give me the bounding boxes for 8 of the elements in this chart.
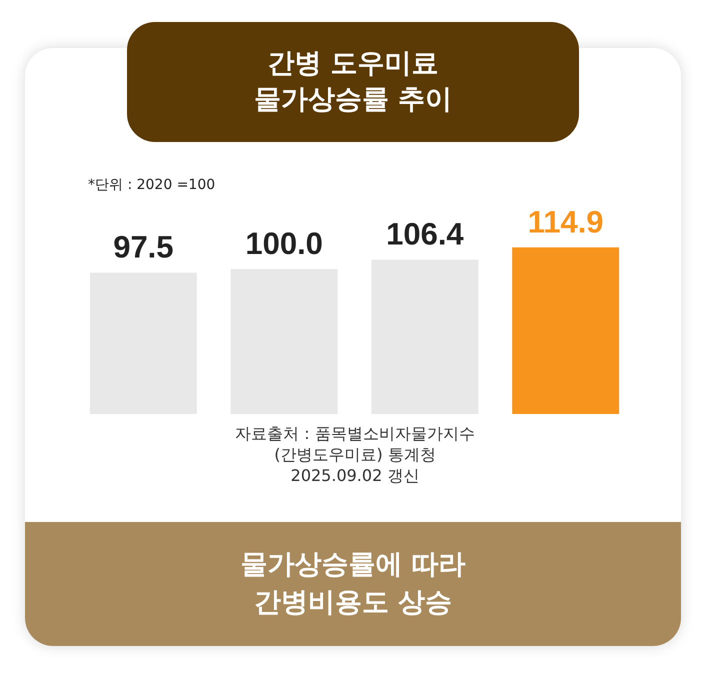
text: *단위 : 2020 =100 [88, 176, 216, 194]
data-label: 97.5 [113, 230, 174, 265]
data-label: 106.4 [386, 216, 464, 252]
data-label: 114.9 [528, 204, 604, 240]
text: 물가상승률에 따라 간병비용도 상승 [25, 522, 681, 646]
text: 자료출처 : 품목별소비자물가지수 (간병도우미료) 통계청 2025.09.02 갱신 [234, 424, 476, 486]
chart-title: 간병 도우미료 물가상승률 추이 [127, 22, 579, 142]
data-label: 100.0 [245, 226, 323, 261]
